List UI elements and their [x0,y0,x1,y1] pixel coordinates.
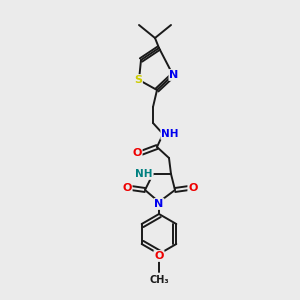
Text: O: O [132,148,142,158]
Text: O: O [154,251,164,261]
Text: NH: NH [161,129,179,139]
Text: NH: NH [135,169,153,179]
Text: CH₃: CH₃ [149,275,169,285]
Text: O: O [122,183,132,193]
Text: O: O [188,183,198,193]
Text: N: N [154,199,164,209]
Text: N: N [169,70,178,80]
Text: S: S [134,75,142,85]
